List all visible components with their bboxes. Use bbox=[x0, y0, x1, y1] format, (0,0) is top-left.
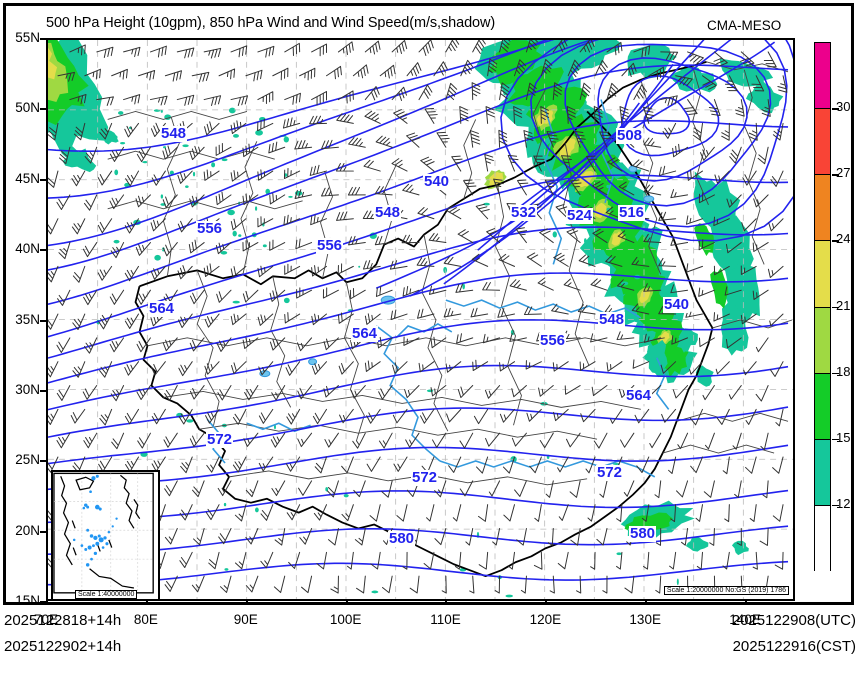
colorbar-band bbox=[815, 439, 830, 506]
lat-tick bbox=[40, 389, 48, 392]
contour-label: 524 bbox=[566, 207, 594, 224]
colorbar-band bbox=[815, 307, 830, 374]
colorbar-tick-label: 30 bbox=[836, 99, 851, 115]
colorbar-band bbox=[815, 505, 830, 572]
lon-tick-label: 70E bbox=[33, 612, 59, 627]
colorbar-tick bbox=[832, 108, 839, 110]
contour-label: 556 bbox=[316, 237, 344, 254]
colorbar-tick-label: 18 bbox=[836, 363, 851, 379]
province-borders bbox=[107, 61, 793, 486]
contour-label: 532 bbox=[510, 204, 538, 221]
lat-tick-label: 25N bbox=[15, 452, 40, 468]
lat-tick-label: 35N bbox=[15, 311, 40, 327]
contour-label: 564 bbox=[148, 300, 176, 317]
page-title: 500 hPa Height (10gpm), 850 hPa Wind and… bbox=[46, 15, 496, 31]
colorbar-tick bbox=[832, 306, 839, 309]
colorbar-tick bbox=[832, 372, 839, 375]
colorbar-tick bbox=[832, 504, 839, 507]
contour-label: 540 bbox=[663, 296, 691, 313]
colorbar-tick-label: 15 bbox=[836, 429, 851, 445]
lat-tick bbox=[40, 108, 48, 111]
contour-label: 548 bbox=[160, 125, 188, 142]
colorbar-band bbox=[815, 175, 830, 242]
footer-init-utc: 2025122818+14h bbox=[4, 612, 122, 629]
map-canvas[interactable]: 548 540 548 532 524 516 508 556 556 564 564 556 548 5… bbox=[46, 38, 795, 601]
colorbar-tick-label: 24 bbox=[836, 231, 851, 247]
height-contours bbox=[48, 40, 793, 586]
colorbar-band bbox=[815, 373, 830, 440]
lat-tick-label: 50N bbox=[15, 100, 40, 116]
contour-label: 572 bbox=[596, 464, 624, 481]
contour-label: 548 bbox=[374, 204, 402, 221]
contour-label: 540 bbox=[423, 173, 451, 190]
colorbar-band bbox=[815, 43, 830, 110]
contour-label: 548 bbox=[598, 311, 626, 328]
model-label: CMA-MESO bbox=[707, 18, 782, 33]
contour-label: 580 bbox=[629, 525, 657, 542]
colorbar-tick-label: 12 bbox=[836, 495, 851, 511]
contour-label: 564 bbox=[625, 387, 653, 404]
contour-label: 572 bbox=[206, 431, 234, 448]
lat-tick-label: 40N bbox=[15, 241, 40, 257]
lat-tick bbox=[40, 460, 48, 463]
colorbar-tick bbox=[832, 174, 839, 176]
colorbar-tick bbox=[832, 240, 839, 242]
lat-tick-label: 20N bbox=[15, 522, 40, 538]
lon-tick-label: 140E bbox=[729, 612, 761, 627]
lon-tick-label: 110E bbox=[430, 612, 461, 627]
lon-tick-label: 120E bbox=[529, 612, 562, 627]
lon-tick-label: 130E bbox=[629, 612, 661, 627]
contour-label: 516 bbox=[618, 204, 646, 221]
inset-scale-label: Scale 1:40000000 bbox=[75, 590, 138, 599]
colorbar-tick bbox=[832, 438, 839, 441]
contour-label: 556 bbox=[196, 220, 224, 237]
footer-valid-cst: 2025122916(CST) bbox=[732, 638, 856, 655]
contour-label: 508 bbox=[616, 127, 644, 144]
lat-tick bbox=[40, 530, 48, 533]
colorbar-tick-label: 27 bbox=[836, 165, 851, 181]
lat-tick bbox=[40, 319, 48, 322]
lon-tick-label: 90E bbox=[233, 612, 258, 627]
lat-tick-label: 30N bbox=[15, 381, 40, 397]
contour-label: 580 bbox=[388, 530, 416, 547]
south-china-sea-inset: Scale 1:40000000 bbox=[51, 470, 160, 599]
inset-graphics bbox=[53, 472, 154, 594]
lon-tick-label: 100E bbox=[329, 612, 362, 627]
map-scale-label: Scale 1:20000000 No:GS (2019) 1786 bbox=[663, 586, 789, 595]
lat-tick bbox=[40, 249, 48, 252]
lat-tick bbox=[40, 601, 48, 603]
lat-tick-label: 15N bbox=[15, 593, 40, 608]
contour-label: 572 bbox=[411, 469, 439, 486]
colorbar-band bbox=[815, 109, 830, 176]
footer-valid-utc: 2025122908(UTC) bbox=[731, 612, 856, 629]
colorbar-tick-label: 21 bbox=[836, 297, 851, 313]
footer-init-cst: 2025122902+14h bbox=[4, 638, 122, 655]
lat-tick bbox=[40, 178, 48, 181]
lat-tick-label: 45N bbox=[15, 170, 40, 186]
colorbar-band bbox=[815, 241, 830, 308]
colorbar bbox=[814, 42, 831, 572]
contour-label: 556 bbox=[539, 332, 567, 349]
lat-tick-label: 55N bbox=[15, 30, 40, 45]
lon-tick-label: 80E bbox=[133, 612, 158, 627]
contour-label: 564 bbox=[351, 325, 379, 342]
lat-tick bbox=[40, 38, 48, 40]
